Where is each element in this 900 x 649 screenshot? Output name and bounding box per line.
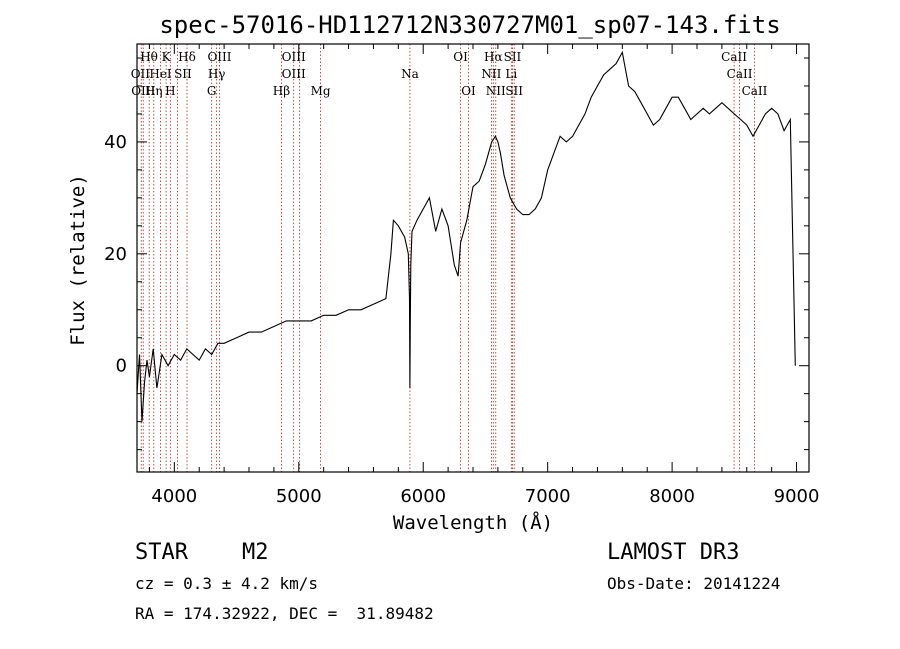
annotation-label-13: OIII bbox=[282, 67, 306, 81]
annotation-label-9: OII bbox=[131, 67, 151, 81]
annotation-label-2: Hδ bbox=[178, 50, 196, 64]
x-tick-label-0: 4000 bbox=[151, 486, 197, 507]
y-tick-label-0: 0 bbox=[116, 356, 127, 377]
spectrum-line bbox=[136, 50, 796, 422]
annotation-label-4: OIII bbox=[282, 50, 306, 64]
annotation-label-21: G bbox=[207, 84, 217, 98]
ra-dec: RA = 174.32922, DEC = 31.89482 bbox=[135, 604, 434, 623]
x-tick-label-4: 8000 bbox=[649, 486, 695, 507]
annotation-label-0: Hθ bbox=[140, 50, 158, 64]
y-axis-ticks: 0 20 40 bbox=[104, 57, 809, 451]
x-axis-label: Wavelength (Å) bbox=[393, 511, 553, 534]
annotation-label-15: NII bbox=[481, 67, 501, 81]
x-tick-label-3: 7000 bbox=[525, 486, 571, 507]
y-tick-label-1: 20 bbox=[104, 244, 127, 265]
observation-date: Obs-Date: 20141224 bbox=[607, 574, 781, 593]
annotation-label-16: Li bbox=[505, 67, 517, 81]
annotation-label-22: Hβ bbox=[273, 84, 290, 98]
annotation-label-8: CaII bbox=[721, 50, 747, 64]
annotation-label-17: CaII bbox=[727, 67, 753, 81]
annotation-label-26: SII bbox=[505, 84, 523, 98]
y-axis-label: Flux (relative) bbox=[67, 174, 89, 346]
redshift-cz: cz = 0.3 ± 4.2 km/s bbox=[135, 574, 319, 593]
annotation-label-7: SII bbox=[504, 50, 522, 64]
x-tick-label-2: 6000 bbox=[400, 486, 446, 507]
annotation-label-25: NII bbox=[486, 84, 506, 98]
x-axis-ticks: 4000 5000 6000 7000 8000 9000 bbox=[148, 44, 820, 507]
annotation-label-11: SII bbox=[174, 67, 192, 81]
annotation-label-19: Hη bbox=[145, 84, 163, 98]
annotation-label-23: Mg bbox=[311, 84, 331, 98]
annotation-label-27: CaII bbox=[742, 84, 768, 98]
chart-title: spec-57016-HD112712N330727M01_sp07-143.f… bbox=[159, 11, 780, 39]
annotation-label-14: Na bbox=[401, 67, 419, 81]
object-subclass: M2 bbox=[242, 540, 269, 565]
annotation-label-6: Hα bbox=[484, 50, 503, 64]
survey-name: LAMOST DR3 bbox=[607, 540, 740, 565]
annotation-label-20: H bbox=[165, 84, 175, 98]
annotation-label-24: OI bbox=[461, 84, 476, 98]
object-class: STAR bbox=[135, 540, 188, 565]
annotation-label-1: K bbox=[162, 50, 172, 64]
x-tick-label-1: 5000 bbox=[276, 486, 322, 507]
annotation-label-5: OI bbox=[453, 50, 468, 64]
annotation-label-12: Hγ bbox=[208, 67, 226, 81]
spectrum-line-group bbox=[136, 50, 796, 422]
plot-frame bbox=[136, 43, 810, 473]
annotation-label-10: HeI bbox=[149, 67, 172, 81]
y-tick-label-2: 40 bbox=[104, 132, 127, 153]
annotation-label-3: OIII bbox=[207, 50, 231, 64]
x-tick-label-5: 9000 bbox=[774, 486, 820, 507]
